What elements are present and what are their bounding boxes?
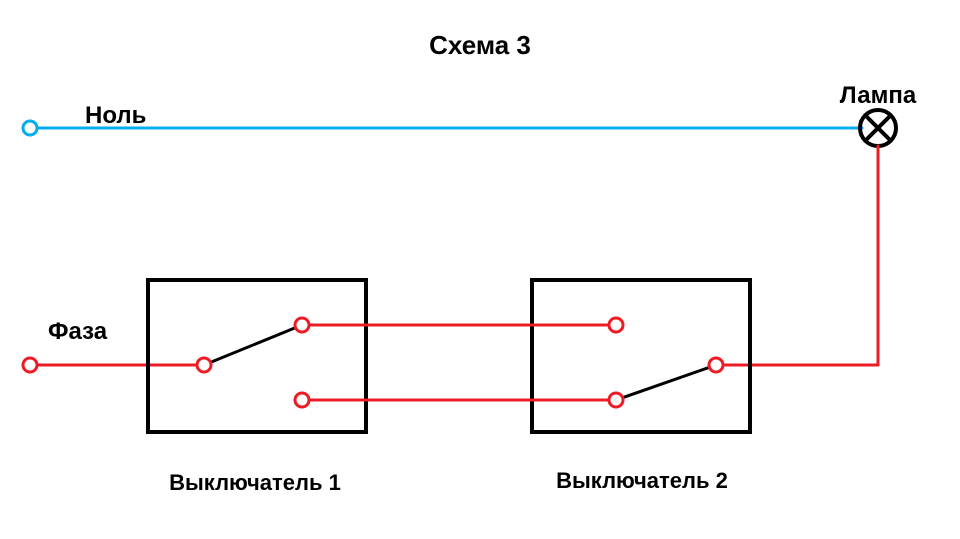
switch2-arm: [616, 365, 716, 400]
switch1-label: Выключатель 1: [169, 470, 341, 496]
neutral-label: Ноль: [85, 102, 146, 130]
switch2-box: [532, 280, 750, 432]
switch2-top-terminal: [609, 318, 623, 332]
switch1-arm: [204, 325, 302, 365]
phase-source-terminal: [23, 358, 37, 372]
switch1-bottom-terminal: [295, 393, 309, 407]
title-label: Схема 3: [429, 30, 531, 61]
switch2-label: Выключатель 2: [556, 468, 728, 494]
switch2-common-terminal: [709, 358, 723, 372]
wiring-diagram: [0, 0, 960, 539]
lamp-label: Лампа: [840, 82, 916, 110]
switch2-bottom-terminal: [609, 393, 623, 407]
switch1-box: [148, 280, 366, 432]
switch1-top-terminal: [295, 318, 309, 332]
neutral-source-terminal: [23, 121, 37, 135]
switch1-common-terminal: [197, 358, 211, 372]
phase-label: Фаза: [48, 318, 107, 346]
